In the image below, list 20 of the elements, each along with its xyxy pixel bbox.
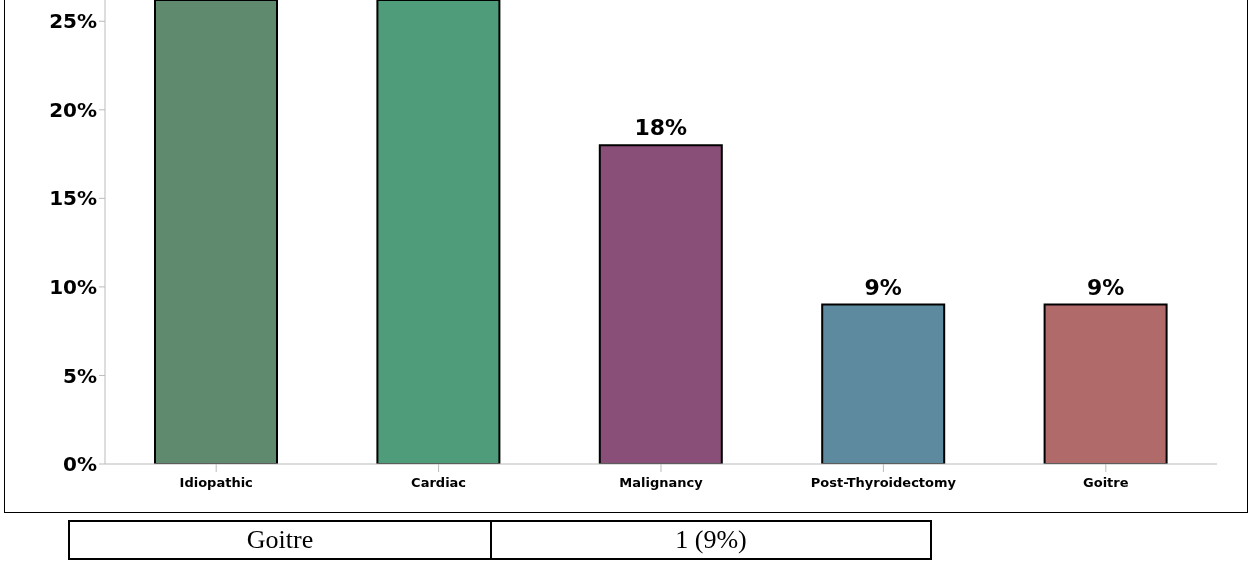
bar (154, 0, 278, 464)
bar (598, 144, 723, 464)
x-tick-label: Malignancy (619, 475, 704, 491)
x-tick-label: Idiopathic (179, 475, 253, 491)
table-row: Goitre 1 (9%) (68, 520, 932, 560)
y-tick-label: 0% (63, 452, 97, 477)
data-label: 18% (634, 115, 688, 141)
x-tick-label: Goitre (1083, 475, 1129, 491)
bar (376, 0, 501, 464)
x-tick-label: Cardiac (411, 475, 467, 491)
data-label: 9% (1086, 274, 1125, 300)
y-tick-label: 5% (63, 363, 97, 388)
data-label: 9% (864, 274, 902, 300)
y-tick-label: 20% (49, 97, 97, 122)
bar (821, 303, 946, 464)
y-tick-label: 10% (49, 275, 97, 299)
bar (1043, 303, 1168, 464)
y-tick-label: 15% (49, 186, 97, 211)
x-tick-label: Post-Thyroidectomy (810, 475, 957, 491)
y-tick-label: 25% (49, 9, 97, 34)
